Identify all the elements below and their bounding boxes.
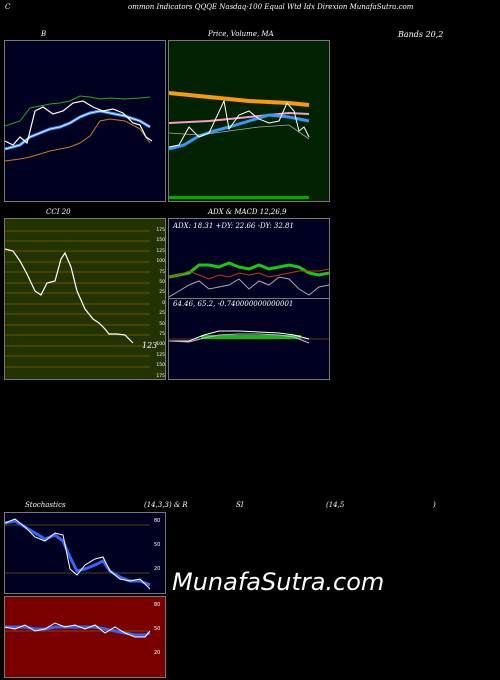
corner-label: C — [5, 3, 11, 11]
stoch-tick: 20 — [154, 566, 161, 572]
cci-tick: 50 — [159, 321, 165, 327]
rsi-tick: 80 — [154, 602, 161, 608]
cci-tick: 100 — [156, 259, 165, 265]
ma-blue-line — [169, 113, 310, 151]
bollinger-panel — [4, 40, 166, 202]
minus-di-line — [169, 268, 329, 280]
stoch-d-line — [5, 519, 151, 587]
ma-pink-line — [169, 111, 310, 124]
ma-gray-line — [169, 124, 310, 140]
cci-tick: 25 — [159, 290, 165, 296]
stoch-tick: 80 — [154, 518, 161, 524]
stoch-panel — [4, 512, 166, 594]
bollinger-price-line — [5, 100, 153, 146]
macd-line — [169, 330, 310, 342]
adx-label: ADX & MACD 12,26,9 — [208, 208, 287, 216]
cci-panel: 123 — [4, 218, 166, 380]
cci-value: 123 — [142, 341, 158, 350]
stoch-chart — [5, 518, 151, 590]
macd-stats: 64.46, 65.2, -0.740000000000001 — [173, 300, 294, 308]
macd-histogram — [201, 335, 301, 339]
price-panel — [168, 40, 330, 202]
price-label: Price, Volume, MA — [208, 30, 274, 38]
cci-gridlines — [5, 230, 150, 368]
cci-tick: 150 — [156, 238, 165, 244]
volume-bars — [169, 196, 309, 199]
adx-line — [169, 276, 329, 298]
adx-chart — [169, 261, 329, 298]
rsi-tick: 50 — [154, 626, 161, 632]
bollinger-label: B — [41, 30, 47, 38]
cci-ticks: 175 150 125 100 75 50 25 0 25 50 75 100 … — [151, 226, 165, 382]
bollinger-middle-highlight — [5, 110, 151, 150]
watermark: MunafaSutra.com — [172, 568, 385, 596]
cci-tick: 100 — [156, 342, 165, 348]
chart-title: ommon Indicators QQQE Nasdaq-100 Equal W… — [128, 3, 414, 11]
adx-stats: ADX: 18.31 +DY: 22.66 -DY: 32.81 — [173, 222, 294, 230]
rsi-tick: 20 — [154, 650, 161, 656]
cci-line — [5, 248, 134, 344]
cci-tick: 150 — [156, 363, 165, 369]
rsi-chart — [5, 622, 151, 638]
cci-tick: 75 — [159, 332, 165, 338]
stoch-params: (14,3,3) & R — [144, 501, 188, 509]
price-white-line — [169, 99, 310, 148]
cci-tick: 25 — [159, 311, 165, 317]
cci-tick: 125 — [156, 248, 165, 254]
macd-panel: 64.46, 65.2, -0.740000000000001 — [168, 298, 330, 380]
plus-di-line — [169, 261, 329, 279]
adx-panel: ADX: 18.31 +DY: 22.66 -DY: 32.81 — [168, 218, 330, 300]
rsi-line — [5, 622, 151, 638]
cci-tick: 125 — [156, 352, 165, 358]
rsi-params: (14,5 — [326, 501, 345, 509]
cci-tick: 0 — [162, 300, 165, 306]
rsi-params-close: ) — [433, 501, 436, 509]
macd-chart — [169, 330, 329, 344]
bollinger-lower-band — [5, 118, 151, 162]
rsi-label: SI — [236, 501, 244, 509]
bollinger-right-label: Bands 20,2 — [398, 30, 444, 39]
bollinger-chart — [5, 95, 153, 162]
rsi-panel — [4, 596, 166, 678]
price-chart — [169, 91, 310, 199]
macd-signal-line — [169, 333, 310, 344]
stoch-tick: 50 — [154, 542, 161, 548]
cci-tick: 175 — [156, 373, 165, 379]
cci-chart — [5, 230, 150, 368]
cci-tick: 175 — [156, 228, 165, 233]
ma-orange-line — [169, 91, 310, 107]
cci-tick: 50 — [159, 280, 165, 286]
cci-label: CCI 20 — [46, 208, 71, 216]
stoch-label: Stochastics — [25, 501, 66, 509]
stoch-k-line — [5, 518, 151, 590]
bollinger-upper-band — [5, 95, 151, 127]
cci-tick: 75 — [159, 269, 165, 275]
